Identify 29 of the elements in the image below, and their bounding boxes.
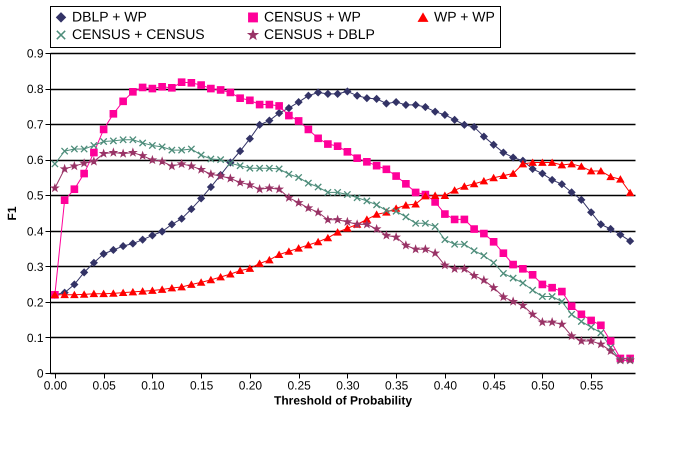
x-tick-label: 0.50 <box>531 378 555 392</box>
y-tick-label: 0.3 <box>26 260 44 274</box>
y-axis-title: F1 <box>4 206 19 221</box>
x-tick-label: 0.10 <box>141 378 165 392</box>
legend-label: CENSUS + DBLP <box>264 26 375 42</box>
y-tick-label: 0.1 <box>26 330 44 345</box>
y-tick-label: 0.5 <box>26 188 44 203</box>
x-tick-label: 0.05 <box>92 378 116 392</box>
y-tick-label: 0.9 <box>26 46 44 60</box>
x-tick-label: 0.00 <box>44 378 68 392</box>
x-tick-label: 0.15 <box>190 378 214 392</box>
x-tick-label: 0.45 <box>482 378 506 392</box>
legend-label: WP + WP <box>434 8 495 24</box>
x-tick-label: 0.55 <box>580 378 604 392</box>
legend-label: CENSUS + WP <box>264 8 361 24</box>
y-tick-label: 0.4 <box>26 224 44 238</box>
x-tick-label: 0.30 <box>336 378 360 392</box>
x-tick-label: 0.35 <box>384 378 409 392</box>
y-tick-label: 0.7 <box>26 118 44 132</box>
y-tick-label: 0.8 <box>26 82 44 96</box>
x-tick-label: 0.20 <box>238 378 262 392</box>
y-tick-label: 0 <box>36 366 44 380</box>
x-tick-label: 0.40 <box>434 378 458 392</box>
y-tick-label: 0.6 <box>26 153 44 168</box>
legend-label: DBLP + WP <box>72 8 147 24</box>
y-tick-label: 0.2 <box>26 295 44 310</box>
x-tick-label: 0.25 <box>287 378 312 392</box>
x-axis-title: Threshold of Probability <box>274 394 412 408</box>
legend-label: CENSUS + CENSUS <box>72 26 205 42</box>
